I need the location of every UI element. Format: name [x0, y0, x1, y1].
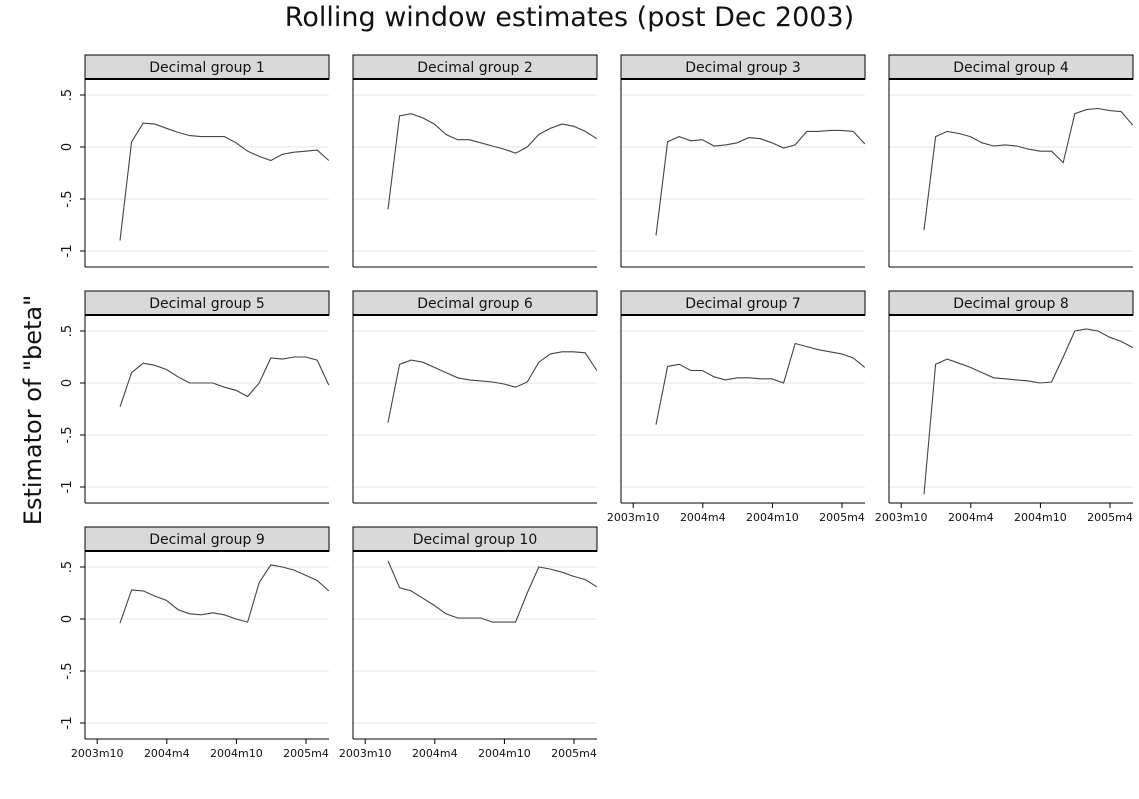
- panel-strip: [352, 54, 598, 80]
- y-tick-label: -1: [60, 245, 75, 258]
- series-line: [119, 564, 330, 624]
- x-tick-label: 2005m4: [551, 747, 597, 760]
- panel-title: Decimal group 3: [685, 60, 801, 76]
- panel-3: Decimal group 3: [620, 54, 866, 268]
- y-tick-label: .5: [60, 325, 75, 337]
- x-tick-label: 2004m10: [746, 511, 799, 524]
- x-tick-label: 2004m4: [680, 511, 726, 524]
- panel-title: Decimal group 5: [149, 296, 265, 312]
- panel-9: Decimal group 9 .5 0 -.5 -1 2003m10 2004m4 2004…: [60, 526, 330, 760]
- panel-5: Decimal group 5 .5 0 -.5 -1: [60, 290, 330, 504]
- x-tick-label: 2003m10: [875, 511, 928, 524]
- series-line: [655, 129, 866, 236]
- series-line: [923, 107, 1134, 231]
- panel-10: Decimal group 10 2003m10 2004m4 2004m10 2005…: [339, 526, 598, 760]
- x-tick-label: 2004m4: [412, 747, 458, 760]
- y-tick-label: 0: [60, 379, 75, 387]
- x-tick-label: 2003m10: [71, 747, 124, 760]
- series-line: [387, 351, 598, 423]
- panel-6: Decimal group 6: [352, 290, 598, 504]
- y-tick-label: -.5: [60, 190, 75, 207]
- x-tick-label: 2005m4: [1087, 511, 1133, 524]
- panel-8: Decimal group 8 2003m10 2004m4 2004m10 2005m…: [875, 290, 1134, 524]
- x-tick-label: 2004m10: [1014, 511, 1067, 524]
- panel-1: Decimal group 1 .5 0 -.5 -1: [60, 54, 330, 268]
- y-tick-label: -1: [60, 717, 75, 730]
- panel-7: Decimal group 7 2003m10 2004m4 2004m10 2005m…: [607, 290, 866, 524]
- series-line: [387, 113, 598, 210]
- panel-title: Decimal group 7: [685, 296, 801, 312]
- y-tick-label: -.5: [60, 426, 75, 443]
- x-tick-label: 2004m4: [144, 747, 190, 760]
- y-tick-label: -1: [60, 481, 75, 494]
- y-tick-label: .5: [60, 561, 75, 573]
- panel-title: Decimal group 4: [953, 60, 1069, 76]
- panel-strip: [84, 54, 330, 80]
- series-line: [655, 342, 866, 425]
- y-tick-label: 0: [60, 143, 75, 151]
- panel-strip: [620, 54, 866, 80]
- panel-title: Decimal group 1: [149, 60, 265, 76]
- x-tick-label: 2003m10: [607, 511, 660, 524]
- panel-strip: [888, 290, 1134, 316]
- x-tick-label: 2003m10: [339, 747, 392, 760]
- panel-4: Decimal group 4: [888, 54, 1134, 268]
- y-tick-label: .5: [60, 89, 75, 101]
- panel-strip: [352, 526, 598, 552]
- panel-title: Decimal group 10: [413, 532, 537, 548]
- x-tick-label: 2005m4: [819, 511, 865, 524]
- panel-strip: [84, 290, 330, 316]
- y-tick-label: -.5: [60, 662, 75, 679]
- panel-strip: [620, 290, 866, 316]
- panel-title: Decimal group 9: [149, 532, 265, 548]
- panel-title: Decimal group 6: [417, 296, 533, 312]
- panel-title: Decimal group 8: [953, 296, 1069, 312]
- x-tick-label: 2004m4: [948, 511, 994, 524]
- x-tick-label: 2004m10: [478, 747, 531, 760]
- panel-strip: [84, 526, 330, 552]
- x-tick-label: 2005m4: [283, 747, 329, 760]
- page-title: Rolling window estimates (post Dec 2003): [284, 2, 855, 33]
- series-line: [119, 356, 330, 408]
- series-line: [387, 560, 598, 623]
- x-tick-label: 2004m10: [210, 747, 263, 760]
- series-line: [923, 328, 1134, 495]
- panel-2: Decimal group 2: [352, 54, 598, 268]
- series-line: [119, 122, 330, 241]
- panel-strip: [352, 290, 598, 316]
- y-tick-label: 0: [60, 615, 75, 623]
- panel-title: Decimal group 2: [417, 60, 533, 76]
